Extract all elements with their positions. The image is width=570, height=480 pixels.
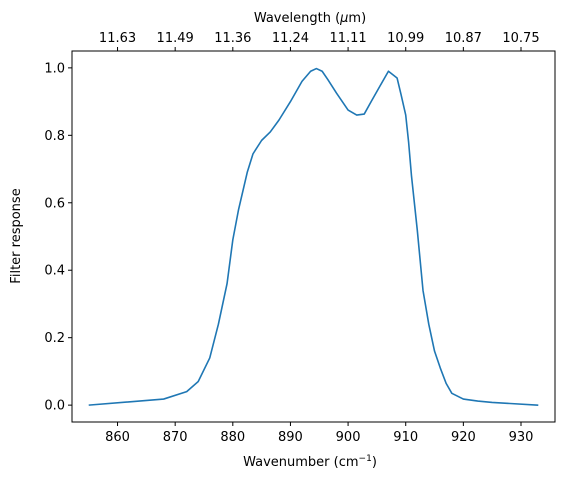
x-tick-label: 880	[220, 430, 245, 445]
top-axis-label-tail: m)	[348, 11, 366, 26]
x-tick-label: 930	[509, 430, 534, 445]
x-axis-ticks: 860 870 880 890 900 910 920 930	[105, 422, 533, 445]
top-axis-label: Wavelength (μm)	[254, 11, 366, 26]
y-tick-label: 0.2	[44, 331, 65, 346]
y-tick-label: 0.4	[44, 264, 65, 279]
top-axis-ticks: 11.63 11.49 11.36 11.24 11.11 10.99 10.87 10.75	[99, 31, 540, 51]
y-tick-label: 1.0	[44, 61, 65, 76]
x-tick-label: 900	[336, 430, 361, 445]
x-tick-label: 920	[451, 430, 476, 445]
x-tick-label: 870	[163, 430, 188, 445]
top-tick-label: 11.11	[329, 31, 366, 46]
x-axis-label-text: Wavenumber (cm	[243, 455, 358, 470]
filter-response-line	[88, 67, 539, 406]
top-tick-label: 11.63	[99, 31, 136, 46]
top-tick-label: 10.87	[445, 31, 482, 46]
x-tick-label: 890	[278, 430, 303, 445]
x-tick-label: 860	[105, 430, 130, 445]
top-axis-label-text: Wavelength (	[254, 11, 340, 26]
x-axis-label: Wavenumber (cm−1)	[243, 454, 377, 470]
top-tick-label: 10.99	[387, 31, 424, 46]
top-tick-label: 10.75	[502, 31, 539, 46]
top-tick-label: 11.24	[272, 31, 309, 46]
top-tick-label: 11.49	[157, 31, 194, 46]
top-axis-label-mu: μ	[339, 11, 348, 26]
x-axis-label-superscript: −1	[359, 454, 372, 464]
y-axis-ticks: 0.0 0.2 0.4 0.6 0.8 1.0	[44, 61, 72, 414]
x-axis-label-tail: )	[372, 455, 377, 470]
y-tick-label: 0.0	[44, 399, 65, 414]
top-tick-label: 11.36	[214, 31, 251, 46]
plot-frame	[71, 50, 556, 423]
y-axis-label: Filter response	[9, 188, 24, 283]
y-tick-label: 0.6	[44, 196, 65, 211]
x-tick-label: 910	[393, 430, 418, 445]
y-tick-label: 0.8	[44, 129, 65, 144]
